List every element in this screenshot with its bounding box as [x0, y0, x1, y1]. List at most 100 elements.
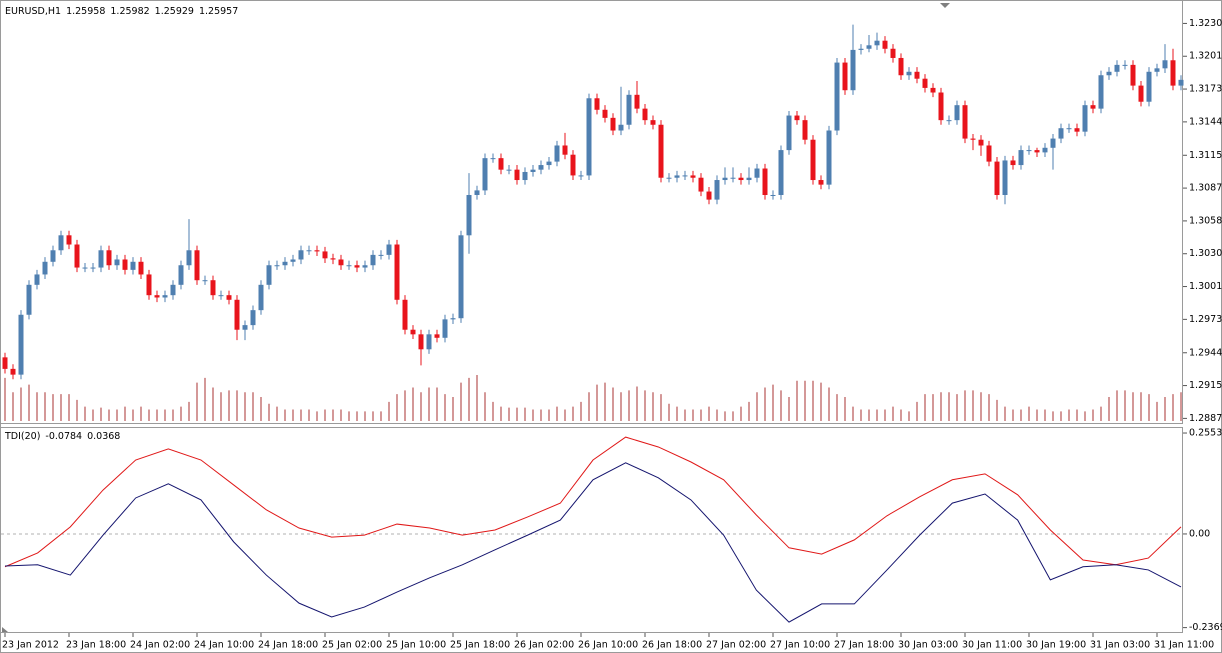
y-tick-label: 1.30870 — [1189, 183, 1222, 194]
candle-body — [282, 261, 288, 266]
candle-body — [1090, 105, 1096, 109]
indicator-y-tick-label: 0.2553 — [1189, 428, 1222, 439]
candle-body — [586, 98, 592, 176]
candle-body — [858, 48, 864, 50]
candle-body — [82, 267, 88, 269]
candle-body — [1002, 160, 1008, 195]
volume-layer — [4, 375, 1182, 421]
y-tick-label: 1.30300 — [1189, 248, 1222, 259]
candle-body — [818, 180, 824, 185]
candle-body — [914, 71, 920, 79]
candle-body — [994, 161, 1000, 195]
candle-body — [682, 175, 688, 177]
candle-body — [242, 325, 248, 330]
candle-body — [554, 145, 560, 162]
candle-body — [642, 108, 648, 121]
candle-body — [626, 94, 632, 125]
candle-body — [418, 334, 424, 350]
candle-body — [1098, 75, 1104, 109]
y-tick-label: 1.31155 — [1189, 150, 1222, 161]
candle-body — [202, 280, 208, 282]
candle-body — [882, 40, 888, 49]
candle-body — [1042, 147, 1048, 153]
candle-body — [210, 280, 216, 296]
candle-body — [1010, 160, 1016, 166]
candle-body — [250, 310, 256, 326]
candle-body — [50, 250, 56, 262]
candle-body — [1122, 64, 1128, 66]
candle-body — [154, 295, 160, 298]
candle-body — [354, 265, 360, 268]
candle-body — [482, 158, 488, 191]
x-tick-label: 24 Jan 10:00 — [194, 640, 254, 651]
candle-body — [74, 244, 80, 268]
candle-body — [930, 87, 936, 93]
candle-body — [754, 168, 760, 178]
candle-body — [10, 368, 16, 375]
candle-body — [770, 195, 776, 196]
candle-body — [546, 161, 552, 166]
candle-body — [986, 145, 992, 162]
candle-body — [826, 130, 832, 185]
y-tick-label: 1.30015 — [1189, 281, 1222, 292]
candle-body — [778, 150, 784, 195]
indicator-layer — [1, 436, 1182, 623]
candle-body — [1026, 150, 1032, 152]
candle-body — [490, 158, 496, 160]
candle-layer — [2, 24, 1184, 380]
candle-body — [1162, 60, 1168, 69]
candle-body — [570, 154, 576, 176]
candle-body — [578, 175, 584, 177]
x-tick-label: 25 Jan 10:00 — [386, 640, 446, 651]
candle-body — [562, 145, 568, 155]
candle-body — [290, 259, 296, 262]
y-tick-label: 1.32015 — [1189, 51, 1222, 62]
y-tick-label: 1.29730 — [1189, 314, 1222, 325]
x-tick-label: 31 Jan 03:00 — [1090, 640, 1150, 651]
candle-body — [962, 105, 968, 139]
x-tick-label: 23 Jan 18:00 — [66, 640, 126, 651]
candle-body — [1082, 105, 1088, 132]
candle-body — [162, 295, 168, 298]
candle-body — [434, 334, 440, 338]
x-tick-label: 26 Jan 02:00 — [514, 640, 574, 651]
candle-body — [522, 171, 528, 181]
candle-body — [66, 235, 72, 245]
candle-body — [378, 254, 384, 256]
candle-body — [650, 120, 656, 125]
candle-body — [138, 261, 144, 275]
candle-body — [730, 177, 736, 179]
candle-body — [314, 250, 320, 252]
candle-body — [442, 319, 448, 338]
candle-body — [674, 175, 680, 178]
header-value: 1.25958 — [66, 6, 105, 17]
x-tick-label: 25 Jan 18:00 — [450, 640, 510, 651]
indicator-y-tick-label: -0.2369 — [1189, 622, 1222, 633]
candle-body — [714, 180, 720, 200]
candle-body — [338, 259, 344, 266]
candle-body — [34, 274, 40, 285]
corner-marker — [2, 627, 8, 632]
candle-body — [258, 284, 264, 311]
x-tick-label: 26 Jan 18:00 — [642, 640, 702, 651]
candle-body — [394, 244, 400, 300]
candle-body — [218, 295, 224, 297]
candle-body — [498, 158, 504, 170]
candle-body — [1018, 150, 1024, 166]
candle-body — [1170, 60, 1176, 86]
candle-body — [722, 177, 728, 181]
indicator-line — [4, 436, 1182, 568]
candle-body — [274, 265, 280, 267]
candle-body — [946, 120, 952, 122]
candle-body — [698, 177, 704, 192]
axes-layer: 1.32300 1.32015 1.31730 1.31445 1.31155 1.308… — [2, 18, 1222, 651]
candle-body — [666, 177, 672, 179]
candle-body — [618, 124, 624, 131]
candle-body — [386, 244, 392, 255]
x-tick-label: 26 Jan 10:00 — [578, 640, 638, 651]
candle-body — [98, 250, 104, 268]
candle-body — [1050, 138, 1056, 148]
candle-body — [938, 92, 944, 121]
candle-body — [178, 265, 184, 285]
